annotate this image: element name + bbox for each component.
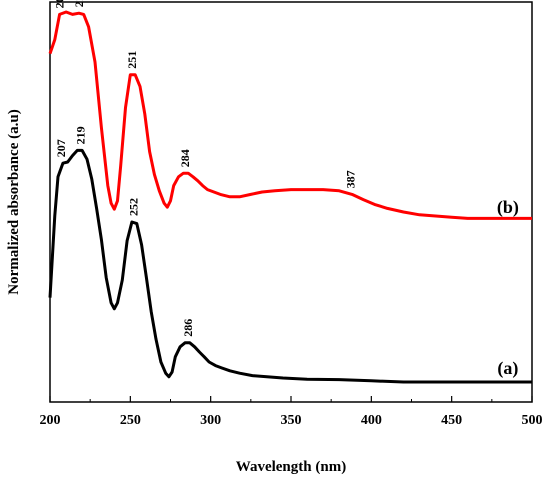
peak-label: 251 <box>125 51 139 69</box>
peak-label: 207 <box>54 139 68 157</box>
x-axis-label: Wavelength (nm) <box>236 459 346 475</box>
peak-label: 252 <box>127 198 141 216</box>
curve-label: (a) <box>497 358 518 379</box>
y-axis-label: Normalized absorbance (a.u) <box>6 109 22 294</box>
plot-frame <box>49 1 533 403</box>
peak-label: 387 <box>343 170 357 188</box>
peak-labels: 206 218 251 284 387 207 219 252 286 <box>53 0 358 337</box>
x-tick-label: 250 <box>120 413 141 428</box>
series-line-1 <box>48 148 532 384</box>
curve-label: (b) <box>497 197 519 218</box>
peak-label: 286 <box>181 319 195 337</box>
x-ticks: 200 250 300 350 400 450 500 <box>40 396 543 428</box>
peak-label: 284 <box>178 149 192 167</box>
x-tick-label: 300 <box>200 413 221 428</box>
peak-label: 206 <box>53 0 67 8</box>
series-line-0 <box>48 10 532 220</box>
peak-label: 219 <box>74 126 88 144</box>
x-tick-label: 350 <box>281 413 302 428</box>
x-tick-label: 200 <box>40 413 61 428</box>
series-lines <box>48 10 532 384</box>
x-tick-label: 450 <box>441 413 462 428</box>
peak-label: 218 <box>72 0 86 7</box>
curve-annotations: (b) (a) <box>497 197 519 379</box>
x-tick-label: 500 <box>522 413 543 428</box>
x-tick-label: 400 <box>361 413 382 428</box>
